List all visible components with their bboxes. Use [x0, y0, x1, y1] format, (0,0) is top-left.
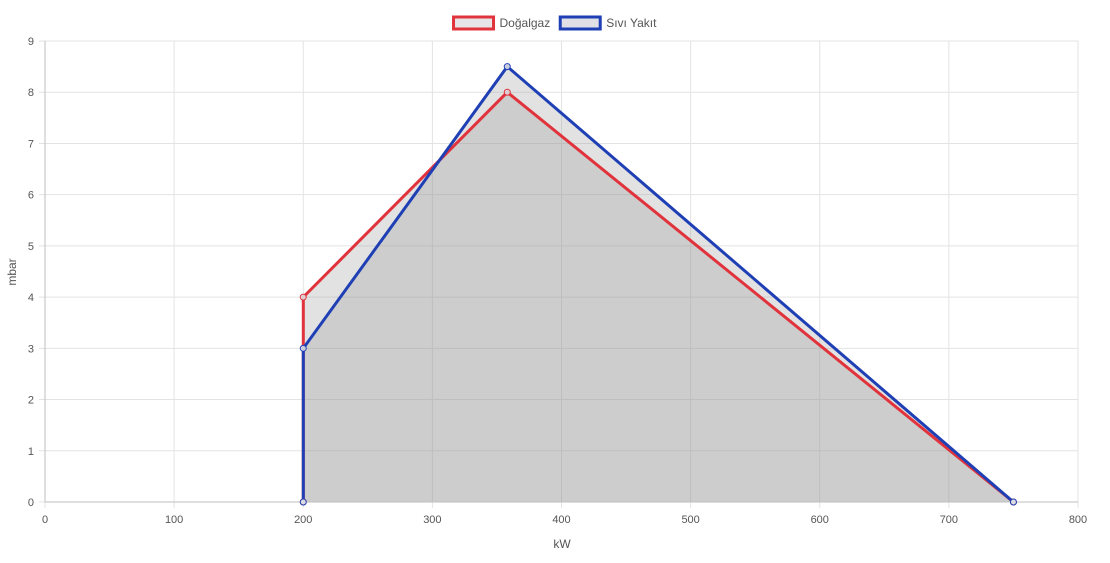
series-areas: [303, 66, 1014, 502]
grid: [39, 40, 1079, 508]
legend-swatch[interactable]: [452, 15, 496, 31]
x-tick-label: 700: [940, 514, 958, 526]
data-point[interactable]: [299, 344, 307, 352]
series-line-1: [301, 64, 1015, 504]
legend-swatch[interactable]: [558, 15, 602, 31]
y-tick-label: 2: [28, 395, 34, 407]
y-tick-label: 0: [28, 497, 34, 509]
x-tick-label: 200: [294, 514, 312, 526]
legend-label: Doğalgaz: [500, 16, 551, 30]
x-tick-label: 300: [423, 514, 441, 526]
axes: [44, 41, 1078, 503]
x-axis-title: kW: [553, 537, 571, 551]
y-tick-label: 4: [28, 292, 34, 304]
x-tick-label: 500: [681, 514, 699, 526]
tick-labels: 0 100 200 300 400 500 600 700 800 0 1 2 3 4 5 6 7 8 9: [28, 36, 1087, 526]
x-tick-label: 100: [165, 514, 183, 526]
series-points: [299, 63, 1017, 506]
y-tick-label: 8: [28, 87, 34, 99]
y-tick-label: 6: [28, 190, 34, 202]
y-tick-label: 1: [28, 446, 34, 458]
y-tick-label: 9: [28, 36, 34, 48]
data-point[interactable]: [299, 498, 307, 506]
x-tick-label: 400: [552, 514, 570, 526]
y-tick-label: 5: [28, 241, 34, 253]
series-area-1: [303, 66, 1014, 502]
y-tick-label: 7: [28, 138, 34, 150]
x-tick-label: 0: [42, 514, 48, 526]
y-axis-title: mbar: [5, 258, 19, 285]
data-point[interactable]: [503, 63, 511, 71]
y-tick-label: 3: [28, 343, 34, 355]
x-tick-label: 800: [1069, 514, 1087, 526]
data-point[interactable]: [299, 293, 307, 301]
series-area-0: [303, 92, 1014, 502]
legend[interactable]: Doğalgaz Sıvı Yakıt: [452, 15, 658, 31]
legend-label: Sıvı Yakıt: [606, 16, 657, 30]
data-point[interactable]: [503, 88, 511, 96]
series-lines: [301, 64, 1015, 504]
data-point[interactable]: [1009, 498, 1017, 506]
x-tick-label: 600: [811, 514, 829, 526]
